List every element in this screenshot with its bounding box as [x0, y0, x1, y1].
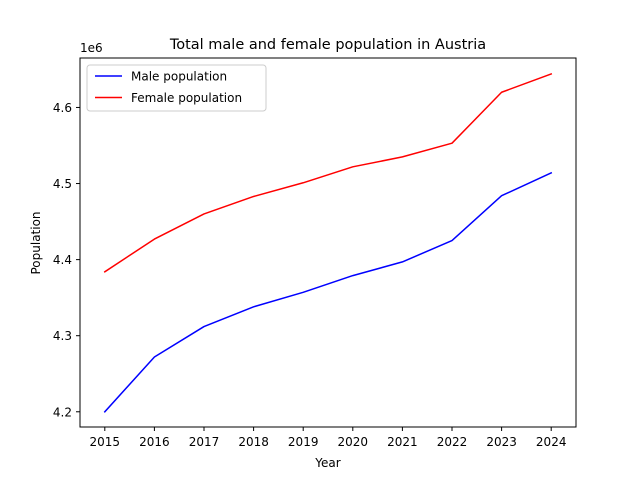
y-axis-label: Population — [29, 211, 43, 274]
plot-area — [103, 73, 553, 413]
y-tick-label: 4.6 — [53, 101, 72, 115]
x-tick-label: 2015 — [90, 435, 121, 449]
x-tick-label: 2024 — [536, 435, 567, 449]
chart-title: Total male and female population in Aust… — [169, 37, 486, 53]
y-tick-label: 4.4 — [53, 253, 72, 267]
x-axis-ticks: 2015 2016 2017 2018 2019 2020 2021 2022 2023 2024 — [90, 427, 567, 449]
x-tick-label: 2022 — [437, 435, 468, 449]
x-tick-label: 2017 — [189, 435, 220, 449]
series-line-female — [103, 73, 553, 273]
x-tick-label: 2021 — [387, 435, 418, 449]
legend: Male population Female population — [86, 64, 267, 112]
y-axis-ticks: 4.2 4.3 4.4 4.5 4.6 — [53, 101, 80, 419]
legend-label: Female population — [131, 91, 242, 105]
x-tick-label: 2016 — [139, 435, 170, 449]
x-tick-label: 2023 — [486, 435, 517, 449]
y-tick-label: 4.5 — [53, 177, 72, 191]
legend-box — [86, 64, 267, 112]
legend-label: Male population — [131, 70, 227, 84]
x-tick-label: 2020 — [338, 435, 369, 449]
axes-frame — [79, 57, 577, 428]
y-offset-label: 1e6 — [80, 41, 103, 55]
x-axis-label: Year — [314, 456, 340, 470]
y-tick-label: 4.3 — [53, 329, 72, 343]
x-tick-label: 2019 — [288, 435, 319, 449]
series-line-male — [103, 171, 553, 413]
y-tick-label: 4.2 — [53, 405, 72, 419]
x-tick-label: 2018 — [238, 435, 269, 449]
